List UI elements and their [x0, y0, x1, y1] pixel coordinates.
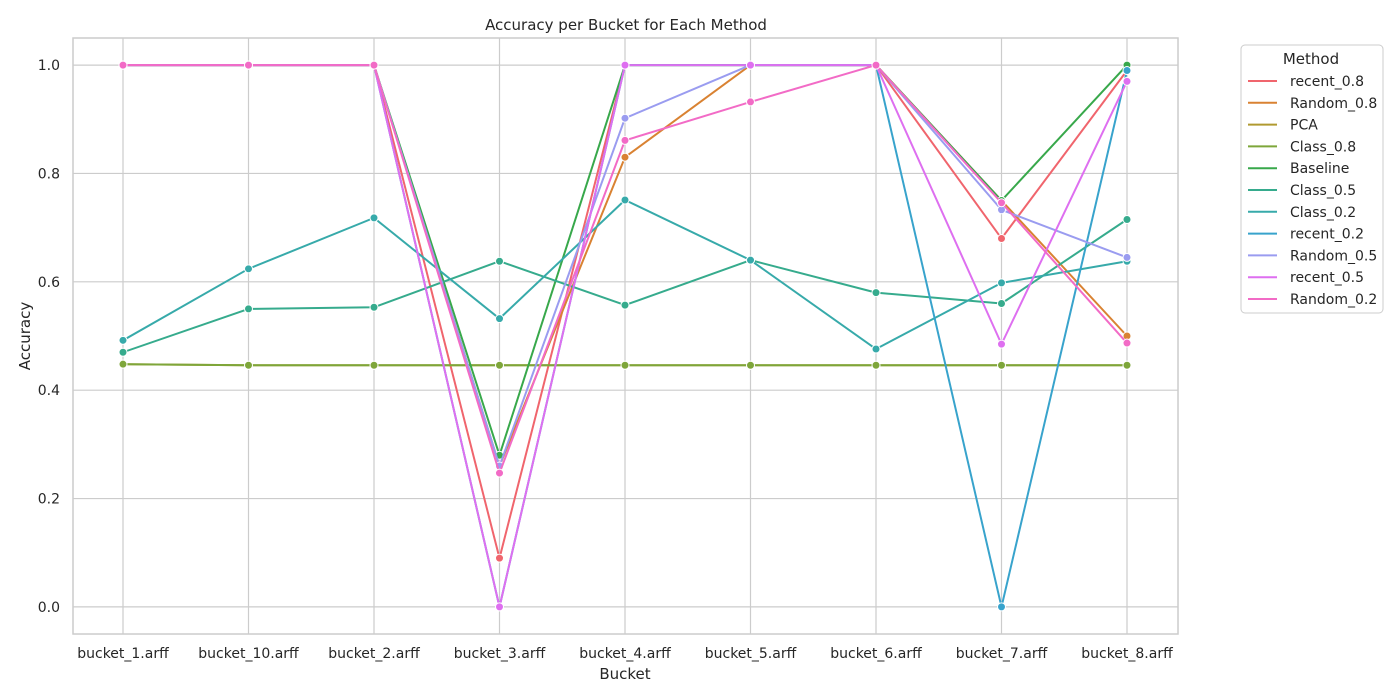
data-point — [997, 298, 1006, 308]
data-point — [1122, 252, 1132, 262]
legend-item: Random_0.8 — [1248, 96, 1377, 112]
legend-label: Random_0.5 — [1290, 248, 1377, 264]
x-axis-label: Bucket — [599, 665, 650, 683]
data-point — [244, 360, 253, 370]
data-point — [746, 97, 755, 107]
data-point — [118, 60, 128, 70]
y-tick-label: 0.4 — [38, 383, 60, 399]
legend-label: recent_0.5 — [1290, 270, 1364, 286]
legend-label: PCA — [1290, 118, 1318, 134]
data-point — [244, 304, 253, 314]
data-point — [997, 602, 1006, 612]
data-point — [495, 314, 504, 324]
x-tick-label: bucket_7.arff — [956, 646, 1048, 662]
legend-item: PCA — [1248, 118, 1318, 134]
data-point — [118, 359, 128, 369]
series-lines — [118, 60, 1132, 612]
data-point — [369, 60, 379, 70]
data-point — [620, 360, 630, 370]
legend-item: Random_0.5 — [1248, 248, 1377, 264]
data-point — [118, 335, 128, 345]
plot-area-frame — [72, 37, 1179, 635]
x-tick-label: bucket_6.arff — [830, 646, 922, 662]
legend-label: Random_0.2 — [1290, 292, 1377, 308]
legend-item: Class_0.2 — [1248, 205, 1356, 221]
data-point — [495, 553, 504, 563]
legend-item: Baseline — [1248, 161, 1349, 177]
series-Class_0.8 — [118, 359, 1132, 370]
data-point — [495, 602, 504, 612]
data-point — [997, 233, 1006, 243]
data-point — [1122, 76, 1132, 86]
data-point — [369, 213, 379, 223]
data-point — [997, 360, 1006, 370]
x-tick-label: bucket_2.arff — [328, 646, 420, 662]
x-tick-label: bucket_8.arff — [1081, 646, 1173, 662]
legend-label: Class_0.8 — [1290, 139, 1356, 155]
data-point — [495, 468, 504, 478]
data-point — [1122, 66, 1132, 76]
data-point — [244, 60, 253, 70]
legend-item: Random_0.2 — [1248, 292, 1377, 308]
x-tick-label: bucket_3.arff — [454, 646, 546, 662]
data-point — [997, 198, 1006, 208]
legend-label: recent_0.2 — [1290, 227, 1364, 243]
data-point — [369, 360, 379, 370]
data-point — [118, 347, 128, 357]
series-Random_0.2 — [118, 60, 1132, 478]
data-point — [620, 135, 630, 145]
chart-title: Accuracy per Bucket for Each Method — [485, 16, 767, 34]
y-axis-ticks: 0.0 0.2 0.4 0.6 0.8 1.0 — [38, 58, 60, 616]
y-tick-label: 0.6 — [38, 275, 60, 291]
legend-item: recent_0.5 — [1248, 270, 1364, 286]
data-point — [620, 113, 630, 123]
legend-item: Class_0.5 — [1248, 183, 1356, 199]
series-Class_0.2 — [118, 195, 1132, 354]
y-tick-label: 0.8 — [38, 166, 60, 182]
x-tick-label: bucket_1.arff — [77, 646, 169, 662]
legend-frame — [1240, 44, 1384, 314]
data-point — [620, 60, 630, 70]
data-point — [746, 360, 755, 370]
legend: Method recent_0.8 Random_0.8 PCA Class_0.8 B… — [1240, 44, 1384, 314]
legend-label: Random_0.8 — [1290, 96, 1377, 112]
data-point — [746, 60, 755, 70]
data-point — [1122, 215, 1132, 225]
data-point — [620, 195, 630, 205]
legend-item: recent_0.8 — [1248, 74, 1364, 90]
data-point — [495, 360, 504, 370]
x-axis-ticks: bucket_1.arff bucket_10.arff bucket_2.arff… — [77, 646, 1173, 662]
data-point — [620, 300, 630, 310]
x-tick-label: bucket_4.arff — [579, 646, 671, 662]
data-point — [997, 278, 1006, 288]
data-point — [871, 344, 881, 354]
data-point — [746, 255, 755, 265]
y-tick-label: 0.0 — [38, 600, 60, 616]
data-point — [369, 302, 379, 312]
x-tick-label: bucket_5.arff — [705, 646, 797, 662]
legend-label: Class_0.5 — [1290, 183, 1356, 199]
data-point — [871, 288, 881, 298]
legend-item: Class_0.8 — [1248, 139, 1356, 155]
series-Class_0.5 — [118, 215, 1132, 357]
legend-item: recent_0.2 — [1248, 227, 1364, 243]
y-tick-label: 0.2 — [38, 492, 60, 508]
data-point — [244, 264, 253, 274]
x-tick-label: bucket_10.arff — [198, 646, 299, 662]
legend-label: Baseline — [1290, 161, 1349, 177]
data-point — [871, 60, 881, 70]
data-point — [1122, 338, 1132, 348]
legend-title: Method — [1283, 50, 1339, 68]
legend-label: Class_0.2 — [1290, 205, 1356, 221]
grid-lines — [73, 38, 1178, 634]
data-point — [1122, 360, 1132, 370]
y-tick-label: 1.0 — [38, 58, 60, 74]
y-axis-label: Accuracy — [16, 302, 34, 371]
legend-label: recent_0.8 — [1290, 74, 1364, 90]
data-point — [620, 152, 630, 162]
data-point — [871, 360, 881, 370]
data-point — [997, 339, 1006, 349]
data-point — [495, 256, 504, 266]
